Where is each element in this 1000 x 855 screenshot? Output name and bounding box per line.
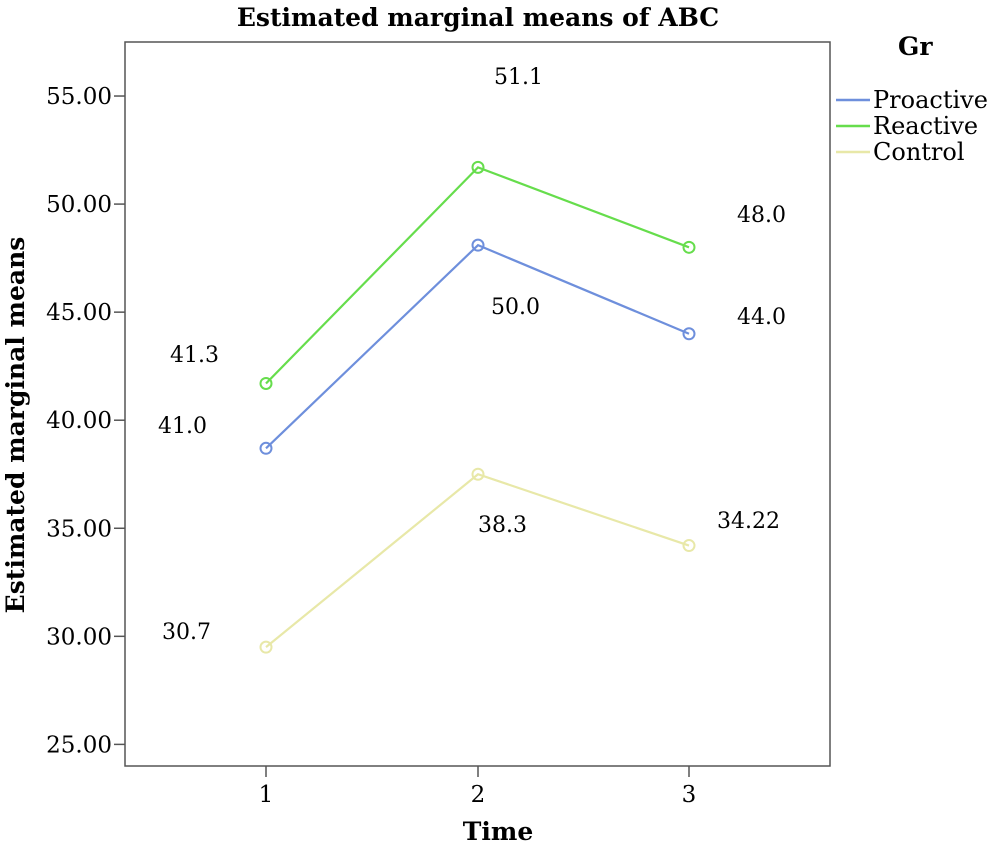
legend-label-control: Control xyxy=(873,138,965,166)
data-label-reactive-t1: 41.3 xyxy=(170,343,219,368)
x-axis: 1 2 3 xyxy=(259,766,697,808)
x-axis-title: Time xyxy=(463,817,533,846)
data-label-proactive-t2: 50.0 xyxy=(491,295,540,320)
data-point-proactive xyxy=(471,238,485,252)
data-label-reactive-t2: 51.1 xyxy=(494,65,543,90)
y-tick-label: 35.00 xyxy=(46,516,112,542)
legend-label-reactive: Reactive xyxy=(873,112,978,140)
y-axis-title: Estimated marginal means xyxy=(1,237,30,614)
x-tick-label: 1 xyxy=(259,782,274,808)
data-label-control-t1: 30.7 xyxy=(162,620,211,645)
legend-title: Gr xyxy=(898,32,933,61)
data-point-proactive xyxy=(259,441,273,455)
data-labels: 51.1 48.0 50.0 44.0 41.3 41.0 38.3 34.22… xyxy=(158,65,786,645)
data-label-control-t3: 34.22 xyxy=(717,509,780,534)
plot-frame xyxy=(124,41,831,767)
data-label-control-t2: 38.3 xyxy=(478,513,527,538)
series-line-control xyxy=(265,473,690,648)
data-point-reactive xyxy=(471,160,485,174)
data-label-reactive-t3: 48.0 xyxy=(737,203,786,228)
y-tick-label: 45.00 xyxy=(46,300,112,326)
series-layer xyxy=(259,160,696,654)
data-point-control xyxy=(682,539,696,553)
y-axis: 25.00 30.00 35.00 40.00 45.00 50.00 55.00 xyxy=(46,84,125,758)
y-tick-label: 25.00 xyxy=(46,732,112,758)
y-tick-label: 30.00 xyxy=(46,624,112,650)
x-tick-label: 2 xyxy=(471,782,486,808)
data-point-control xyxy=(259,640,273,654)
y-tick-label: 55.00 xyxy=(46,84,112,110)
data-point-reactive xyxy=(682,240,696,254)
data-point-reactive xyxy=(259,376,273,390)
x-tick-label: 3 xyxy=(682,782,697,808)
series-line-reactive xyxy=(265,166,690,385)
y-tick-label: 40.00 xyxy=(46,408,112,434)
legend-label-proactive: Proactive xyxy=(873,86,988,114)
data-label-proactive-t3: 44.0 xyxy=(737,305,786,330)
data-label-proactive-t1: 41.0 xyxy=(158,414,207,439)
data-point-control xyxy=(471,467,485,481)
y-tick-label: 50.00 xyxy=(46,192,112,218)
series-line-proactive xyxy=(265,243,690,450)
chart-title: Estimated marginal means of ABC xyxy=(237,3,719,32)
data-point-proactive xyxy=(682,327,696,341)
